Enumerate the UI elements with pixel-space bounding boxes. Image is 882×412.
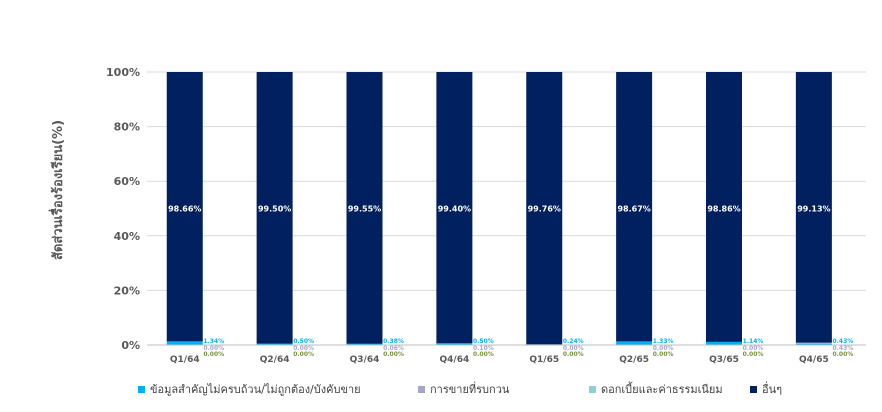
gridlines: [147, 71, 866, 346]
y-tick-label: 100%: [106, 66, 140, 79]
data-label: 0.00%: [563, 345, 584, 352]
bar-segment: [616, 341, 653, 345]
legend-label: ดอกเบี้ยและค่าธรรมเนียม: [601, 383, 723, 396]
data-label: 0.00%: [743, 345, 764, 352]
data-label: 98.67%: [617, 205, 650, 214]
x-tick-label: Q4/64: [440, 355, 470, 365]
legend-item: ดอกเบี้ยและค่าธรรมเนียม: [589, 380, 723, 398]
legend-item: อื่นๆ: [750, 380, 782, 398]
legend-label: ข้อมูลสำคัญไม่ครบถ้วน/ไม่ถูกต้อง/บังคับข…: [150, 383, 361, 396]
data-label: 0.24%: [563, 338, 584, 345]
y-axis-title: สัดส่วนเรื่องร้องเรียน(%): [48, 120, 66, 260]
data-label: 0.50%: [293, 338, 314, 345]
x-tick-label: Q4/65: [799, 355, 829, 365]
bar-segment: [795, 343, 832, 345]
data-label: 1.14%: [743, 338, 764, 345]
data-label: 99.40%: [438, 205, 471, 214]
bar-segment: [166, 341, 203, 345]
bar-segment: [705, 72, 742, 342]
data-label: 0.00%: [293, 351, 314, 358]
data-label: 0.10%: [473, 345, 494, 352]
bar-segment: [166, 72, 203, 342]
data-label: 0.43%: [832, 338, 853, 345]
data-label: 0.00%: [743, 351, 764, 358]
data-label: 1.34%: [203, 338, 224, 345]
legend-swatch: [589, 385, 596, 393]
bar-segment: [705, 341, 742, 345]
data-label: 1.33%: [653, 338, 674, 345]
bar-segment: [346, 343, 383, 345]
data-label: 0.50%: [473, 338, 494, 345]
bar-segment: [616, 72, 653, 342]
bar-segment: [795, 72, 832, 343]
data-label: 98.86%: [707, 205, 740, 214]
legend: ข้อมูลสำคัญไม่ครบถ้วน/ไม่ถูกต้อง/บังคับข…: [0, 372, 882, 402]
bar-segment: [526, 72, 563, 345]
data-label: 0.00%: [653, 351, 674, 358]
data-label: 99.55%: [348, 205, 381, 214]
y-tick-label: 80%: [114, 121, 140, 134]
bar-segment: [795, 342, 832, 344]
y-tick-label: 20%: [114, 284, 140, 297]
legend-item: ข้อมูลสำคัญไม่ครบถ้วน/ไม่ถูกต้อง/บังคับข…: [138, 380, 361, 398]
legend-label: อื่นๆ: [762, 383, 783, 396]
x-axis: Q1/64 Q2/64 Q3/64 Q4/64 Q1/65 Q2/65 Q3/65 Q4/65: [147, 344, 866, 365]
legend-swatch: [138, 385, 145, 393]
x-tick-label: Q3/64: [350, 355, 380, 365]
bar-segment: [346, 72, 383, 344]
data-label: 0.00%: [653, 345, 674, 352]
x-tick-label: Q3/65: [709, 355, 739, 365]
legend-swatch: [750, 385, 757, 393]
data-label: 0.00%: [383, 351, 404, 358]
data-labels: 98.66%1.34%0.00%0.00%99.50%0.50%0.00%0.0…: [168, 205, 853, 359]
legend-label: การขายที่รบกวน: [430, 383, 510, 396]
data-label: 0.00%: [203, 345, 224, 352]
legend-swatch: [418, 385, 425, 393]
bar-segment: [436, 72, 473, 344]
data-label: 0.06%: [383, 345, 404, 352]
data-label: 99.13%: [797, 205, 830, 214]
data-label: 99.50%: [258, 205, 291, 214]
data-label: 99.76%: [528, 205, 561, 214]
data-label: 0.00%: [832, 351, 853, 358]
data-label: 0.38%: [383, 338, 404, 345]
data-label: 0.00%: [293, 345, 314, 352]
bar-segment: [256, 72, 293, 344]
stacked-bar-chart: 0%20%40%60%80%100% 98.66%1.34%0.00%0.00%…: [48, 66, 866, 365]
bar-segment: [436, 343, 473, 345]
y-axis: 0% 20% 40% 60% 80% 100%: [106, 66, 140, 352]
y-tick-label: 40%: [114, 230, 140, 243]
y-tick-label: 60%: [114, 175, 140, 188]
y-tick-label: 0%: [121, 339, 140, 352]
x-tick-label: Q1/65: [529, 355, 559, 365]
data-label: 98.66%: [168, 205, 201, 214]
bar-segment: [256, 343, 293, 345]
data-label: 0.43%: [832, 345, 853, 352]
bars: [166, 72, 832, 345]
x-tick-label: Q2/64: [260, 355, 290, 365]
legend-item: การขายที่รบกวน: [418, 380, 509, 398]
x-tick-label: Q2/65: [619, 355, 649, 365]
x-tick-label: Q1/64: [170, 355, 200, 365]
data-label: 0.00%: [473, 351, 494, 358]
data-label: 0.00%: [203, 351, 224, 358]
data-label: 0.00%: [563, 351, 584, 358]
